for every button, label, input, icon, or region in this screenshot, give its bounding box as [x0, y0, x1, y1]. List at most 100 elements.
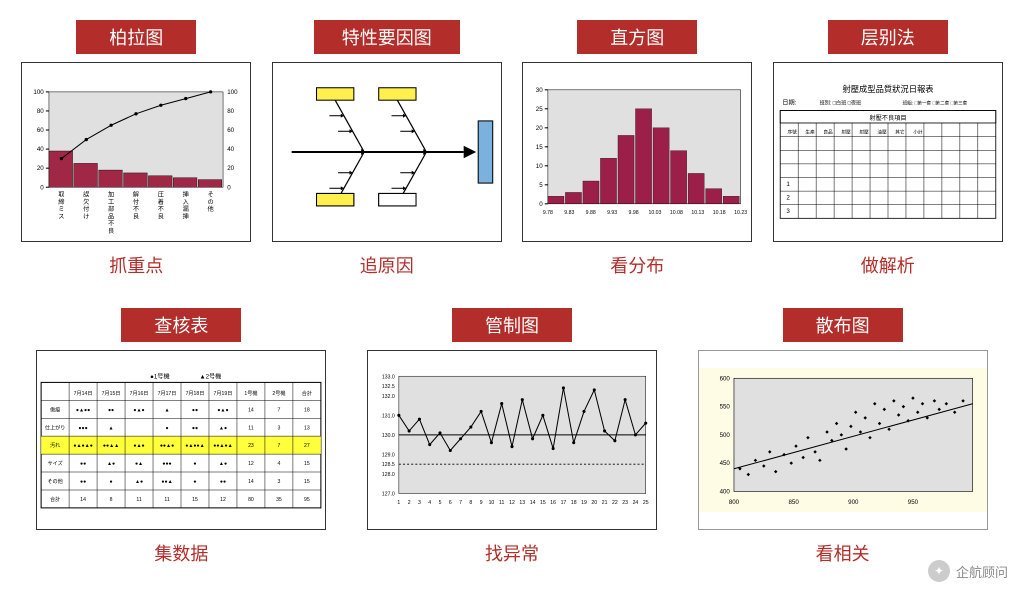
- svg-text:40: 40: [37, 146, 44, 153]
- svg-text:130.0: 130.0: [382, 433, 395, 439]
- svg-text:20: 20: [591, 500, 597, 506]
- svg-text:19: 19: [581, 500, 587, 506]
- svg-text:128.0: 128.0: [382, 472, 395, 478]
- svg-text:10: 10: [489, 500, 495, 506]
- svg-text:7月18日: 7月18日: [186, 390, 205, 397]
- svg-text:15: 15: [192, 497, 198, 503]
- svg-text:0: 0: [539, 201, 543, 208]
- svg-text:11: 11: [165, 497, 170, 503]
- svg-text:●●▲●: ●●▲●: [160, 443, 174, 449]
- svg-text:3: 3: [418, 500, 421, 506]
- svg-text:10.23: 10.23: [734, 210, 747, 216]
- watermark-text: 企航顾问: [956, 562, 1008, 581]
- svg-text:900: 900: [848, 499, 859, 506]
- svg-text:入: 入: [183, 199, 189, 206]
- svg-text:●●: ●●: [192, 425, 198, 431]
- svg-text:良品: 良品: [823, 128, 833, 135]
- svg-text:24: 24: [633, 500, 639, 506]
- svg-text:15: 15: [304, 461, 310, 467]
- svg-text:14: 14: [530, 500, 536, 506]
- svg-text:油壓: 油壓: [877, 128, 887, 135]
- svg-text:23: 23: [622, 500, 628, 506]
- svg-text:0: 0: [41, 184, 45, 191]
- svg-text:95: 95: [304, 497, 310, 503]
- svg-text:●▲●▲●: ●▲●▲●: [74, 443, 93, 449]
- svg-text:10.18: 10.18: [713, 210, 726, 216]
- svg-text:合計: 合計: [50, 495, 60, 503]
- svg-text:12: 12: [509, 500, 515, 506]
- panel-caption: 看相关: [816, 540, 870, 566]
- svg-text:800: 800: [728, 499, 739, 506]
- svg-text:127.0: 127.0: [382, 492, 395, 498]
- svg-text:●▲●●▲: ●▲●●▲: [186, 443, 205, 449]
- panel-scatter: 散布图400450500550600800850900950看相关: [697, 308, 988, 566]
- svg-text:600: 600: [719, 375, 730, 382]
- svg-text:550: 550: [719, 404, 730, 411]
- svg-text:●: ●: [166, 425, 169, 431]
- svg-text:▲●: ▲●: [107, 461, 115, 467]
- svg-text:●●: ●●: [108, 407, 114, 413]
- svg-text:挿: 挿: [183, 191, 189, 199]
- svg-text:4: 4: [278, 461, 281, 467]
- chart-histogram: 0510152025309.789.839.889.939.9810.0310.…: [522, 62, 752, 242]
- svg-text:25: 25: [536, 106, 543, 113]
- svg-text:日期:: 日期:: [782, 98, 796, 106]
- svg-text:129.0: 129.0: [382, 452, 395, 458]
- panel-title: 特性要因图: [314, 20, 460, 54]
- panel-title: 层别法: [828, 20, 948, 54]
- svg-text:25: 25: [643, 500, 649, 506]
- svg-text:14: 14: [248, 407, 254, 413]
- svg-text:100: 100: [227, 89, 238, 96]
- svg-text:132.5: 132.5: [382, 384, 395, 390]
- panel-title: 柏拉图: [76, 20, 196, 54]
- svg-text:60: 60: [37, 127, 44, 134]
- svg-text:▲●: ▲●: [219, 461, 227, 467]
- svg-text:80: 80: [248, 497, 254, 503]
- svg-text:●●: ●●: [220, 479, 226, 485]
- svg-text:0: 0: [227, 184, 231, 191]
- svg-text:●▲●●: ●▲●●: [76, 407, 90, 413]
- svg-text:8: 8: [110, 497, 113, 503]
- svg-text:不: 不: [108, 221, 114, 228]
- svg-text:850: 850: [788, 499, 799, 506]
- svg-text:10.13: 10.13: [692, 210, 705, 216]
- svg-text:17: 17: [561, 500, 567, 506]
- svg-text:60: 60: [227, 127, 234, 134]
- chart-checksheet: ●1号機▲2号機7月14日7月15日7月16日7月17日7月18日7月19日1号…: [36, 350, 326, 530]
- svg-text:良: 良: [108, 227, 114, 235]
- watermark: ✦ 企航顾问: [928, 560, 1008, 582]
- svg-text:80: 80: [37, 108, 44, 115]
- svg-text:良: 良: [158, 212, 164, 220]
- svg-text:1: 1: [397, 500, 400, 506]
- svg-text:3: 3: [786, 208, 790, 215]
- svg-text:13: 13: [304, 425, 310, 431]
- svg-text:欠: 欠: [83, 198, 89, 206]
- chart-stratification: 射壓成型品質狀況日報表日期:班別: □白班 □夜班班組: □第一套 □第二套 □…: [773, 62, 1003, 242]
- svg-text:取: 取: [59, 192, 65, 199]
- svg-text:14: 14: [81, 497, 87, 503]
- svg-text:加: 加: [108, 191, 114, 199]
- svg-text:20: 20: [37, 165, 44, 172]
- svg-text:●▲●: ●▲●: [134, 407, 145, 413]
- svg-text:2: 2: [786, 194, 790, 201]
- svg-text:サイズ: サイズ: [48, 459, 63, 467]
- svg-text:1: 1: [786, 181, 790, 188]
- svg-text:11: 11: [499, 500, 504, 506]
- svg-text:ミ: ミ: [59, 206, 65, 213]
- chart-scatter: 400450500550600800850900950: [698, 350, 988, 530]
- svg-text:●●▲●▲: ●●▲●▲: [214, 443, 233, 449]
- svg-text:2号機: 2号機: [273, 389, 286, 397]
- svg-text:10: 10: [536, 163, 543, 170]
- svg-text:9.98: 9.98: [629, 210, 639, 216]
- svg-text:▲: ▲: [109, 425, 114, 431]
- svg-text:傷痕: 傷痕: [50, 405, 60, 413]
- svg-text:2: 2: [408, 500, 411, 506]
- svg-text:●: ●: [194, 479, 197, 485]
- svg-text:3: 3: [278, 425, 281, 431]
- svg-text:5: 5: [539, 182, 543, 189]
- svg-text:12: 12: [220, 497, 226, 503]
- svg-text:付: 付: [83, 205, 89, 213]
- svg-text:射壓不良項目: 射壓不良項目: [869, 114, 906, 122]
- svg-text:小計: 小計: [913, 128, 923, 135]
- svg-text:●▲: ●▲: [135, 461, 143, 467]
